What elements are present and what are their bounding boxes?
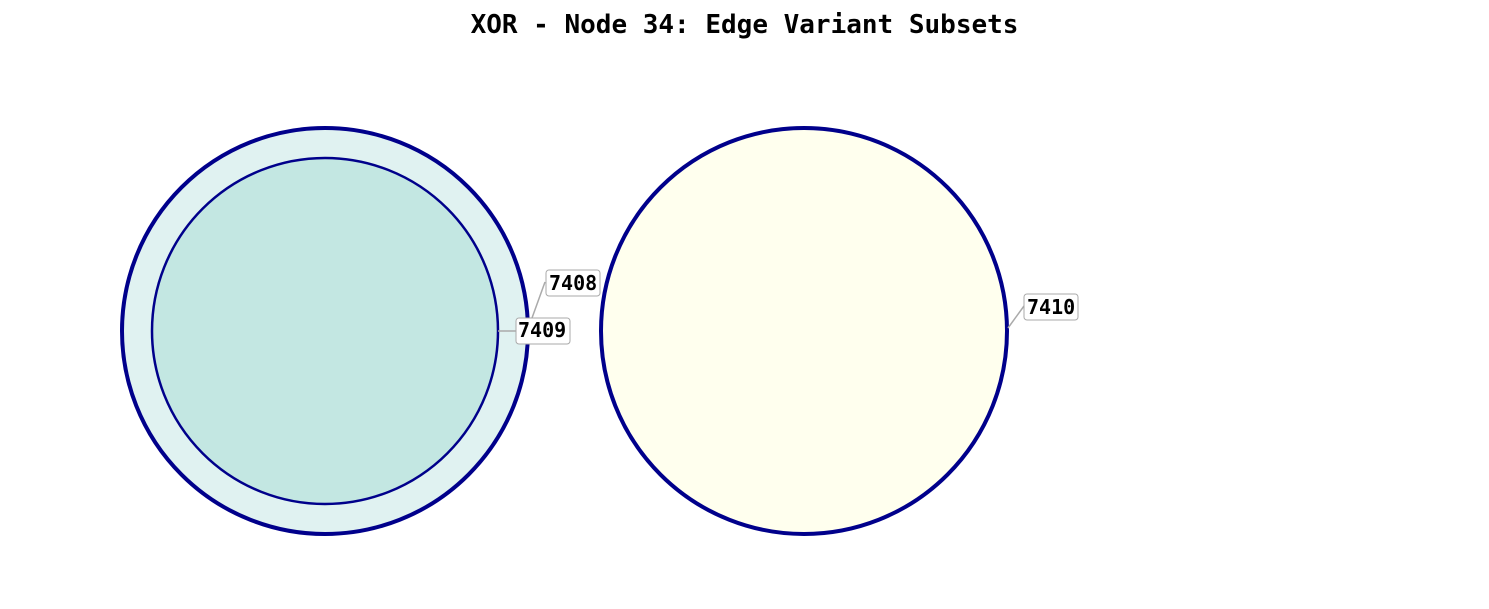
- set-7409-circle: [150, 156, 500, 506]
- label-7409-text: 7409: [518, 318, 566, 342]
- diagram-title: XOR - Node 34: Edge Variant Subsets: [470, 10, 1019, 40]
- set-7410-circle: [599, 126, 1009, 536]
- leader-7408: [531, 281, 546, 319]
- label-7408-text: 7408: [549, 271, 597, 295]
- label-7410-text: 7410: [1027, 295, 1075, 319]
- label-7408: 7408: [545, 269, 601, 297]
- leader-7410: [1007, 305, 1025, 329]
- label-7410: 7410: [1023, 293, 1079, 321]
- label-7409: 7409: [515, 317, 571, 345]
